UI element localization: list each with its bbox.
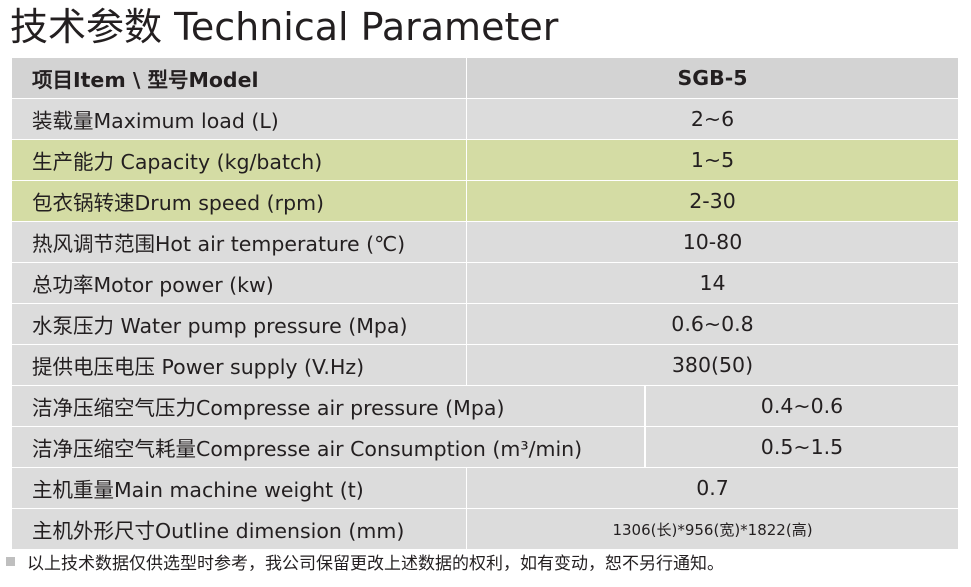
- param-cell: 装载量Maximum load (L): [12, 99, 467, 139]
- param-cell: 主机外形尺寸Outline dimension (mm): [12, 509, 467, 549]
- param-cell: 包衣锅转速Drum speed (rpm): [12, 181, 467, 221]
- technical-parameter-table: 项目Item \ 型号Model SGB-5 装载量Maximum load (…: [12, 58, 958, 549]
- param-cell: 水泵压力 Water pump pressure (Mpa): [12, 304, 467, 344]
- table-row: 洁净压缩空气耗量Compresse air Consumption (m³/mi…: [12, 426, 958, 467]
- table-row-highlighted: 生产能力 Capacity (kg/batch) 1~5: [12, 139, 958, 180]
- value-cell: 2~6: [467, 99, 958, 139]
- page-title: 技术参数 Technical Parameter: [10, 5, 559, 49]
- value-cell: 0.7: [467, 468, 958, 508]
- table-row: 主机重量Main machine weight (t) 0.7: [12, 467, 958, 508]
- value-cell: 0.4~0.6: [645, 386, 958, 426]
- table-row: 洁净压缩空气压力Compresse air pressure (Mpa) 0.4…: [12, 385, 958, 426]
- table-header-row: 项目Item \ 型号Model SGB-5: [12, 58, 958, 98]
- footnote-text: 以上技术数据仅供选型时参考，我公司保留更改上述数据的权利，如有变动，恕不另行通知…: [27, 553, 724, 574]
- table-row: 总功率Motor power (kw) 14: [12, 262, 958, 303]
- value-cell: 14: [467, 263, 958, 303]
- value-cell: 1306(长)*956(宽)*1822(高): [467, 509, 958, 549]
- value-cell: 0.6~0.8: [467, 304, 958, 344]
- table-row: 主机外形尺寸Outline dimension (mm) 1306(长)*956…: [12, 508, 958, 549]
- table-row-highlighted: 包衣锅转速Drum speed (rpm) 2-30: [12, 180, 958, 221]
- table-row: 装载量Maximum load (L) 2~6: [12, 98, 958, 139]
- param-cell: 主机重量Main machine weight (t): [12, 468, 467, 508]
- value-cell: 380(50): [467, 345, 958, 385]
- table-row: 热风调节范围Hot air temperature (℃) 10-80: [12, 221, 958, 262]
- param-cell: 提供电压电压 Power supply (V.Hz): [12, 345, 467, 385]
- param-cell: 总功率Motor power (kw): [12, 263, 467, 303]
- footnote: 以上技术数据仅供选型时参考，我公司保留更改上述数据的权利，如有变动，恕不另行通知…: [6, 549, 724, 574]
- table-row: 提供电压电压 Power supply (V.Hz) 380(50): [12, 344, 958, 385]
- param-cell: 洁净压缩空气耗量Compresse air Consumption (m³/mi…: [12, 427, 644, 467]
- table-row: 水泵压力 Water pump pressure (Mpa) 0.6~0.8: [12, 303, 958, 344]
- header-param-cell: 项目Item \ 型号Model: [12, 58, 467, 98]
- param-cell: 洁净压缩空气压力Compresse air pressure (Mpa): [12, 386, 644, 426]
- param-cell: 热风调节范围Hot air temperature (℃): [12, 222, 467, 262]
- param-cell: 生产能力 Capacity (kg/batch): [12, 140, 467, 180]
- value-cell: 0.5~1.5: [645, 427, 958, 467]
- value-cell: 1~5: [467, 140, 958, 180]
- value-cell: 10-80: [467, 222, 958, 262]
- header-model-cell: SGB-5: [467, 58, 958, 98]
- value-cell: 2-30: [467, 181, 958, 221]
- square-bullet-icon: [6, 556, 15, 566]
